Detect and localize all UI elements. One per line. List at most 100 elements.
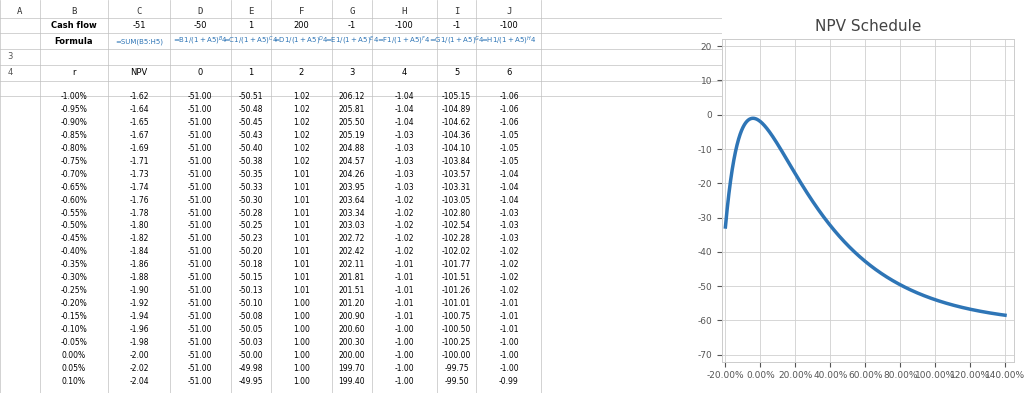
Text: =F$1/(1+$A$5)^F$4: =F$1/(1+$A$5)^F$4 bbox=[378, 35, 431, 48]
Text: -51.00: -51.00 bbox=[188, 325, 213, 334]
Text: -1.01: -1.01 bbox=[500, 325, 519, 334]
Text: -51.00: -51.00 bbox=[188, 248, 213, 256]
Text: 6: 6 bbox=[506, 68, 512, 77]
Text: -51.00: -51.00 bbox=[188, 209, 213, 217]
Text: -0.50%: -0.50% bbox=[60, 222, 87, 230]
Text: -1.65: -1.65 bbox=[129, 118, 148, 127]
Text: -50.15: -50.15 bbox=[239, 274, 263, 282]
Text: -1.02: -1.02 bbox=[394, 235, 414, 243]
Text: =B$1/(1+$A$5)^B$4: =B$1/(1+$A$5)^B$4 bbox=[173, 35, 227, 48]
Text: 1.01: 1.01 bbox=[293, 183, 310, 191]
Text: 200.30: 200.30 bbox=[339, 338, 366, 347]
Text: 1.02: 1.02 bbox=[293, 131, 310, 140]
Text: -50.45: -50.45 bbox=[239, 118, 263, 127]
Text: -1.03: -1.03 bbox=[394, 144, 414, 152]
Text: -2.02: -2.02 bbox=[129, 364, 148, 373]
Text: -102.54: -102.54 bbox=[442, 222, 471, 230]
Text: 203.64: 203.64 bbox=[339, 196, 366, 204]
Text: -49.98: -49.98 bbox=[239, 364, 263, 373]
Text: -1.00: -1.00 bbox=[394, 351, 414, 360]
Text: 204.88: 204.88 bbox=[339, 144, 366, 152]
Text: -1.03: -1.03 bbox=[499, 209, 519, 217]
Text: -1.00: -1.00 bbox=[394, 364, 414, 373]
Text: -0.75%: -0.75% bbox=[60, 157, 87, 165]
Text: 1.01: 1.01 bbox=[293, 235, 310, 243]
Text: -1.03: -1.03 bbox=[394, 170, 414, 178]
Text: 1.02: 1.02 bbox=[293, 92, 310, 101]
Text: -1.67: -1.67 bbox=[129, 131, 148, 140]
Text: -50.43: -50.43 bbox=[239, 131, 263, 140]
Text: -50.33: -50.33 bbox=[239, 183, 263, 191]
Text: -100.75: -100.75 bbox=[442, 312, 471, 321]
Text: -0.10%: -0.10% bbox=[60, 325, 87, 334]
Text: -51.00: -51.00 bbox=[188, 196, 213, 204]
Text: -51.00: -51.00 bbox=[188, 157, 213, 165]
Text: I: I bbox=[454, 7, 460, 16]
Text: =C$1/(1+$A$5)^C$4: =C$1/(1+$A$5)^C$4 bbox=[223, 35, 279, 48]
Text: -1.00: -1.00 bbox=[499, 338, 519, 347]
Text: 206.12: 206.12 bbox=[339, 92, 366, 101]
Text: -0.65%: -0.65% bbox=[60, 183, 87, 191]
Title: NPV Schedule: NPV Schedule bbox=[815, 19, 921, 34]
Text: -50.08: -50.08 bbox=[239, 312, 263, 321]
Text: -1.82: -1.82 bbox=[129, 235, 148, 243]
Text: -1.06: -1.06 bbox=[499, 118, 519, 127]
Text: -51.00: -51.00 bbox=[188, 235, 213, 243]
Text: -99.75: -99.75 bbox=[444, 364, 469, 373]
Text: -100.00: -100.00 bbox=[442, 351, 471, 360]
Text: -103.05: -103.05 bbox=[442, 196, 471, 204]
Text: -0.25%: -0.25% bbox=[60, 286, 87, 295]
Text: -104.10: -104.10 bbox=[442, 144, 471, 152]
Text: B: B bbox=[72, 7, 77, 16]
Text: -1.02: -1.02 bbox=[500, 286, 519, 295]
Text: -1.02: -1.02 bbox=[394, 209, 414, 217]
Text: 1.00: 1.00 bbox=[293, 364, 310, 373]
Text: -103.31: -103.31 bbox=[442, 183, 471, 191]
Text: 203.95: 203.95 bbox=[339, 183, 366, 191]
Text: 203.34: 203.34 bbox=[339, 209, 366, 217]
Text: -0.05%: -0.05% bbox=[60, 338, 87, 347]
Text: -1.06: -1.06 bbox=[499, 105, 519, 114]
Text: -51.00: -51.00 bbox=[188, 222, 213, 230]
Text: 205.81: 205.81 bbox=[339, 105, 366, 114]
Text: -1.02: -1.02 bbox=[500, 248, 519, 256]
Text: -103.57: -103.57 bbox=[442, 170, 471, 178]
Text: 0.00%: 0.00% bbox=[61, 351, 86, 360]
Text: -1.90: -1.90 bbox=[129, 286, 148, 295]
Text: -102.80: -102.80 bbox=[442, 209, 471, 217]
Text: =E$1/(1+$A$5)^E$4: =E$1/(1+$A$5)^E$4 bbox=[325, 35, 379, 48]
Text: -1.96: -1.96 bbox=[129, 325, 148, 334]
Text: -1.01: -1.01 bbox=[394, 286, 414, 295]
Text: -0.90%: -0.90% bbox=[60, 118, 87, 127]
Text: -0.55%: -0.55% bbox=[60, 209, 87, 217]
Text: -1.02: -1.02 bbox=[394, 248, 414, 256]
Text: 200.90: 200.90 bbox=[339, 312, 366, 321]
Text: -50.40: -50.40 bbox=[239, 144, 263, 152]
Text: -1.01: -1.01 bbox=[500, 312, 519, 321]
Text: -0.35%: -0.35% bbox=[60, 261, 87, 269]
Text: -0.30%: -0.30% bbox=[60, 274, 87, 282]
Text: -51: -51 bbox=[132, 21, 145, 30]
Text: -51.00: -51.00 bbox=[188, 377, 213, 386]
Text: -1.03: -1.03 bbox=[394, 183, 414, 191]
Text: 3: 3 bbox=[7, 53, 12, 61]
Text: -50: -50 bbox=[194, 21, 207, 30]
Text: -1.03: -1.03 bbox=[394, 131, 414, 140]
Text: -50.51: -50.51 bbox=[239, 92, 263, 101]
Text: D: D bbox=[198, 7, 203, 16]
Text: 1: 1 bbox=[248, 68, 254, 77]
Text: 1.00: 1.00 bbox=[293, 377, 310, 386]
Text: =D$1/(1+$A$5)^D$4: =D$1/(1+$A$5)^D$4 bbox=[273, 35, 330, 48]
Text: -101.26: -101.26 bbox=[442, 286, 471, 295]
Text: 1.00: 1.00 bbox=[293, 312, 310, 321]
Text: -1.01: -1.01 bbox=[394, 299, 414, 308]
Text: 1.02: 1.02 bbox=[293, 105, 310, 114]
Text: 200: 200 bbox=[294, 21, 309, 30]
Text: -1.84: -1.84 bbox=[129, 248, 148, 256]
Text: 1.01: 1.01 bbox=[293, 274, 310, 282]
Text: -51.00: -51.00 bbox=[188, 299, 213, 308]
Text: 0.10%: 0.10% bbox=[62, 377, 86, 386]
Text: -1.69: -1.69 bbox=[129, 144, 148, 152]
Text: -100: -100 bbox=[500, 21, 518, 30]
Text: -0.80%: -0.80% bbox=[60, 144, 87, 152]
